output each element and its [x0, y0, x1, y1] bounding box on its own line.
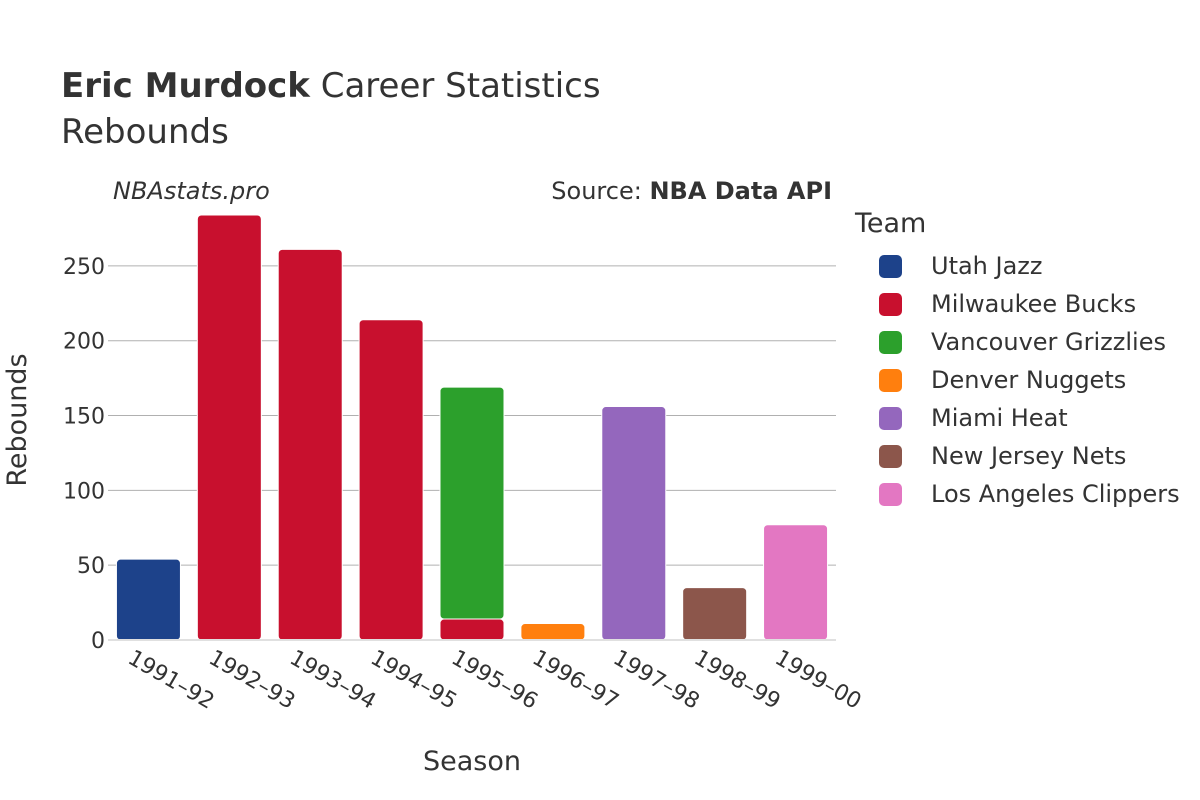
legend-items: Utah Jazz Milwaukee Bucks Vancouver Grizzl… [855, 247, 1180, 513]
bar-segment [277, 248, 343, 641]
source-prefix: Source: [551, 177, 650, 205]
legend-item[interactable]: Vancouver Grizzlies [855, 323, 1180, 361]
x-tick-label: 1994–95 [366, 646, 461, 715]
legend-swatch [879, 406, 902, 430]
title-rest: Career Statistics [309, 66, 601, 106]
source-name: NBA Data API [649, 177, 832, 205]
chart-subtitle: Rebounds [61, 112, 229, 152]
source-credit: Source: NBA Data API [551, 177, 832, 205]
legend-label: Denver Nuggets [931, 366, 1127, 394]
legend-label: Utah Jazz [931, 252, 1043, 280]
legend-item[interactable]: New Jersey Nets [855, 437, 1180, 475]
x-tick-label: 1999–00 [771, 646, 866, 715]
y-tick-label: 250 [63, 255, 105, 280]
legend-label: New Jersey Nets [931, 442, 1127, 470]
legend-title: Team [855, 208, 927, 239]
legend-item[interactable]: Miami Heat [855, 399, 1180, 437]
legend-swatch [879, 444, 902, 468]
y-tick-label: 0 [91, 629, 105, 654]
bar-segment [601, 406, 667, 641]
legend-item[interactable]: Los Angeles Clippers [855, 475, 1180, 513]
legend-swatch [879, 330, 902, 354]
bar-segment [115, 558, 181, 641]
legend-label: Vancouver Grizzlies [931, 328, 1166, 356]
x-tick-label: 1992–93 [204, 646, 299, 715]
legend-swatch [879, 368, 902, 392]
legend-swatch [879, 482, 902, 506]
bar-segment [439, 618, 505, 641]
x-tick-label: 1997–98 [609, 646, 704, 715]
x-tick-label: 1996–97 [528, 646, 623, 715]
bar-segment [763, 524, 829, 641]
watermark: NBAstats.pro [113, 177, 270, 205]
y-tick-label: 150 [63, 405, 105, 430]
bar-segment [520, 623, 586, 641]
legend-label: Miami Heat [931, 404, 1068, 432]
legend-swatch [879, 254, 902, 278]
y-axis-title: Rebounds [2, 353, 33, 486]
x-tick-label: 1995–96 [447, 646, 542, 715]
title-player-name: Eric Murdock [61, 66, 310, 106]
legend-swatch [879, 292, 902, 316]
legend: Team Utah Jazz Milwaukee Bucks Vancouver G… [855, 208, 1180, 513]
y-tick-label: 100 [63, 479, 105, 504]
x-axis-title: Season [423, 746, 521, 777]
x-tick-label: 1993–94 [285, 646, 380, 715]
x-tick-label: 1991–92 [123, 646, 218, 715]
legend-item[interactable]: Denver Nuggets [855, 361, 1180, 399]
x-tick-label: 1998–99 [690, 646, 785, 715]
legend-label: Los Angeles Clippers [931, 480, 1180, 508]
bar-segment [682, 587, 748, 641]
bar-segment [196, 214, 262, 641]
chart-title: Eric Murdock Career Statistics [61, 66, 601, 106]
bar-segment [439, 386, 505, 620]
y-tick-label: 50 [77, 554, 105, 579]
bar-segment [358, 319, 424, 641]
legend-label: Milwaukee Bucks [931, 290, 1137, 318]
legend-item[interactable]: Milwaukee Bucks [855, 285, 1180, 323]
legend-item[interactable]: Utah Jazz [855, 247, 1180, 285]
y-tick-label: 200 [63, 330, 105, 355]
